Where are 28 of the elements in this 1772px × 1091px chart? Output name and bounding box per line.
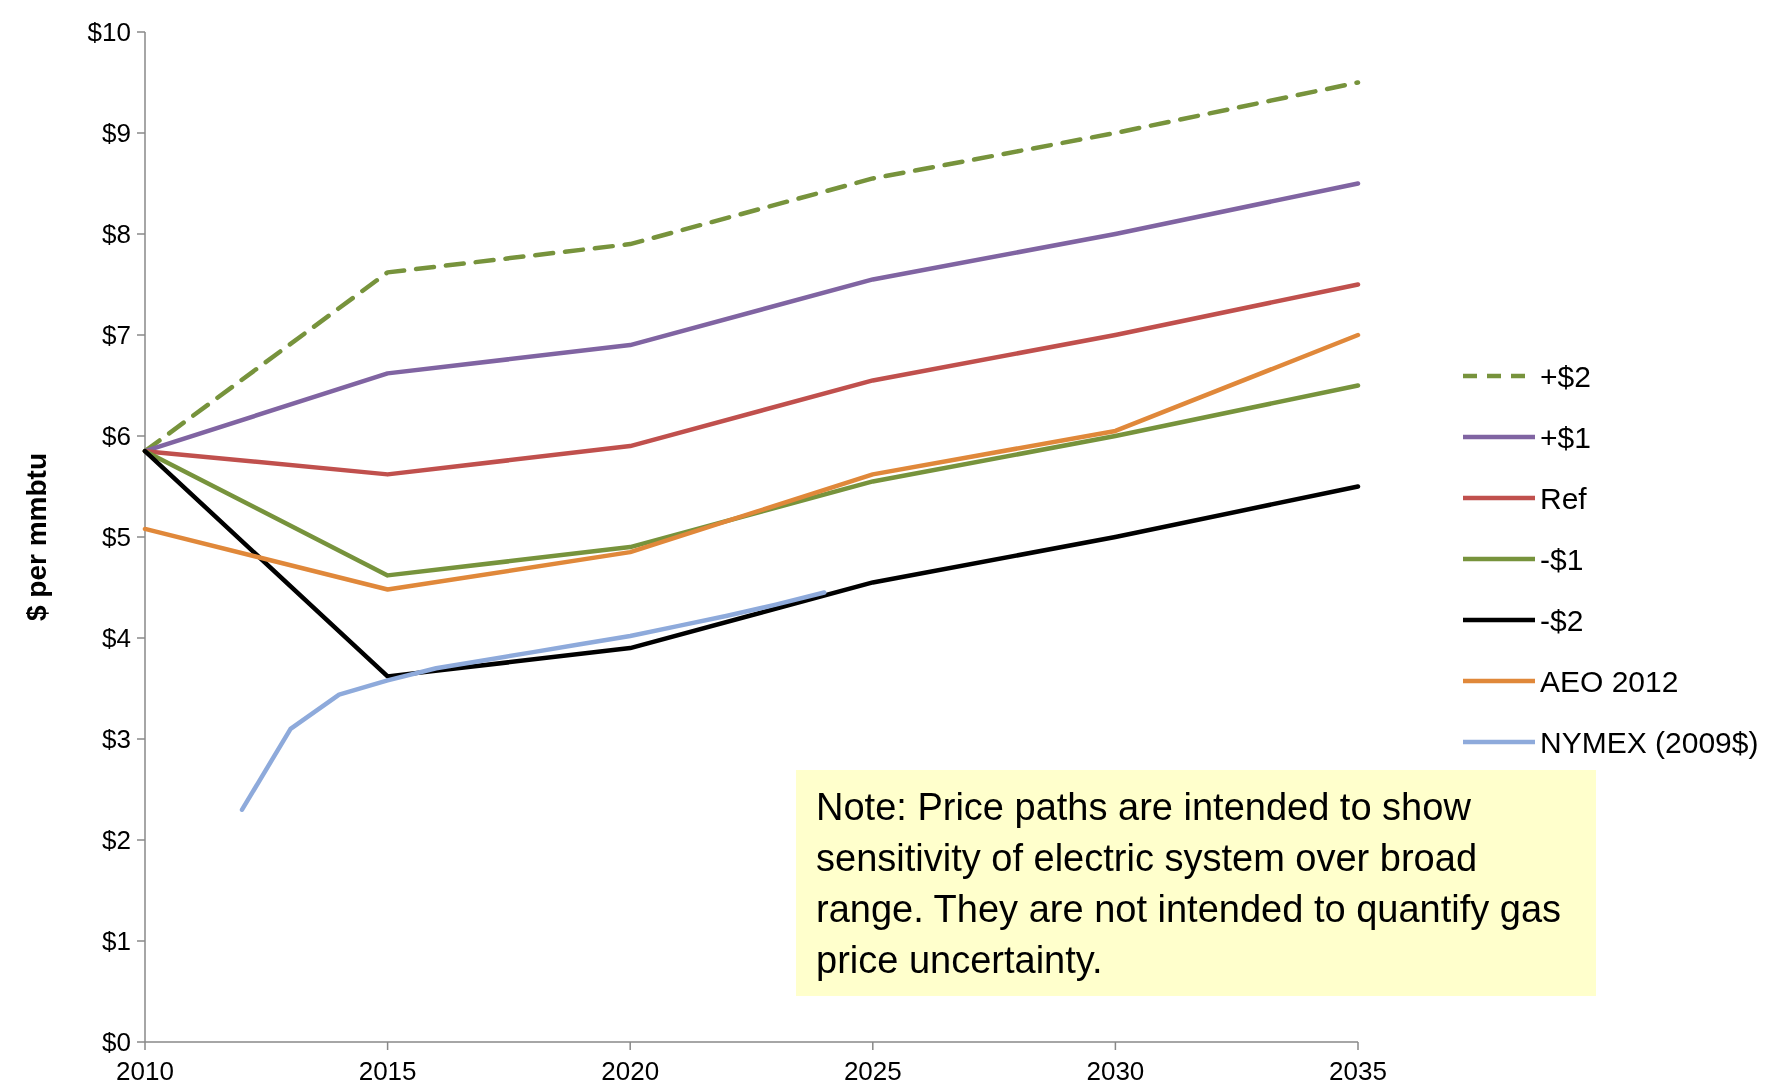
x-tick-label: 2015: [358, 1056, 417, 1086]
line-series: [142, 448, 1361, 679]
y-tick-label: $7: [102, 320, 131, 351]
x-tick-label: 2020: [601, 1056, 660, 1086]
legend-label: -$2: [1540, 603, 1584, 637]
legend-label: -$1: [1540, 542, 1584, 576]
x-tick-label: 2035: [1329, 1056, 1387, 1086]
legend-label: +$1: [1540, 420, 1591, 454]
legend-label: +$2: [1540, 359, 1591, 393]
y-tick-label: $5: [102, 522, 131, 553]
x-tick-label: 2010: [116, 1056, 174, 1086]
y-tick-label: $3: [102, 724, 131, 755]
line-series: [142, 332, 1361, 592]
annotation: Note: Price paths are intended to show sensitivity of electric system over broad range. They are not intended to quantify gas price uncertainty.: [796, 770, 1596, 996]
y-tick-label: $0: [102, 1027, 131, 1058]
y-tick-label: $4: [102, 623, 131, 654]
x-tick-label: 2025: [843, 1056, 902, 1086]
x-tick-label: 2030: [1086, 1056, 1145, 1086]
legend-label: NYMEX (2009$): [1540, 725, 1759, 759]
y-tick-label: $2: [102, 825, 131, 856]
legend-label: Ref: [1540, 481, 1588, 515]
y-tick-label: $1: [102, 926, 131, 957]
legend-label: AEO 2012: [1540, 664, 1679, 698]
y-tick-label: $9: [102, 118, 131, 149]
y-tick-label: $8: [102, 219, 131, 250]
y-axis-title: $ per mmbtu: [21, 452, 52, 622]
y-tick-label: $6: [102, 421, 131, 452]
y-tick-label: $10: [87, 17, 131, 48]
